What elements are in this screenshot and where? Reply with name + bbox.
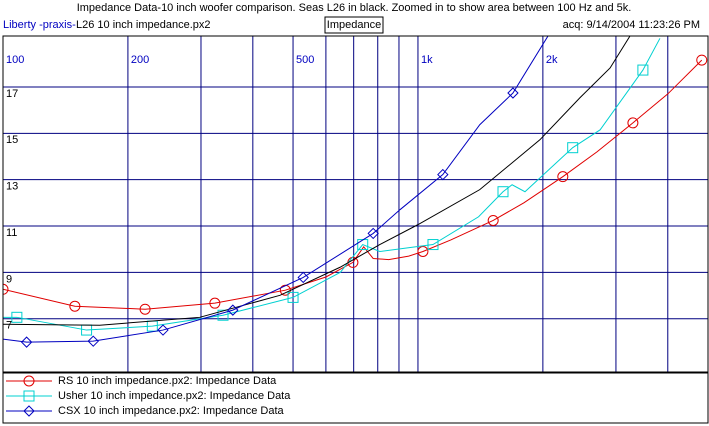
marker: [417, 246, 429, 258]
x-tick-label: 100: [6, 54, 24, 66]
marker: [23, 390, 35, 402]
marker: [567, 142, 579, 154]
series-line: [3, 36, 549, 343]
plot-frame: [2, 35, 709, 373]
legend-label: CSX 10 inch impedance.px2: Impedance Dat…: [58, 405, 285, 417]
marker: [487, 214, 499, 226]
chart-title: Impedance Data-10 inch woofer comparison…: [77, 2, 632, 14]
marker: [557, 171, 569, 183]
marker: [287, 291, 299, 303]
marker: [627, 117, 639, 129]
y-tick-label: 13: [6, 181, 18, 193]
y-tick-label: 11: [6, 227, 17, 239]
marker: [20, 336, 33, 348]
x-tick-label: 2k: [546, 54, 558, 66]
marker: [3, 283, 9, 295]
marker: [23, 405, 35, 417]
x-tick-label: 500: [296, 54, 314, 66]
marker: [427, 239, 439, 251]
y-tick-label: 15: [6, 134, 18, 146]
marker: [637, 64, 649, 76]
y-tick-label: 9: [6, 273, 12, 285]
marker: [139, 303, 151, 315]
marker: [209, 297, 221, 309]
marker: [227, 304, 239, 316]
legend-label: Usher 10 inch impedance.px2: Impedance D…: [58, 390, 291, 402]
marker: [23, 375, 35, 387]
marker: [11, 311, 23, 323]
program-name: Liberty -praxis-: [3, 19, 76, 31]
series-line: [3, 36, 631, 326]
marker: [297, 271, 309, 284]
legend-label: RS 10 inch impedance.px2: Impedance Data: [58, 375, 277, 387]
marker: [217, 309, 229, 321]
legend: [2, 372, 709, 424]
x-tick-label: 200: [131, 54, 149, 66]
marker: [87, 335, 99, 347]
series-line: [3, 59, 703, 310]
file-name: L26 10 inch impedance.px2: [76, 19, 211, 31]
y-tick-label: 7: [6, 320, 12, 332]
marker: [367, 227, 379, 240]
marker: [69, 300, 81, 312]
marker: [507, 87, 519, 99]
marker: [437, 168, 449, 181]
mode-box: [324, 16, 384, 34]
legend-items: RS 10 inch impedance.px2: Impedance Data…: [6, 375, 291, 417]
x-tick-label: 1k: [421, 54, 433, 66]
y-tick-label: 17: [6, 88, 18, 100]
acquisition: acq: 9/14/2004 11:23:26 PM: [563, 19, 700, 31]
marker: [497, 186, 509, 198]
plot-area: [3, 36, 708, 348]
marker: [696, 54, 708, 66]
mode: Impedance: [327, 19, 381, 31]
marker: [157, 324, 169, 336]
